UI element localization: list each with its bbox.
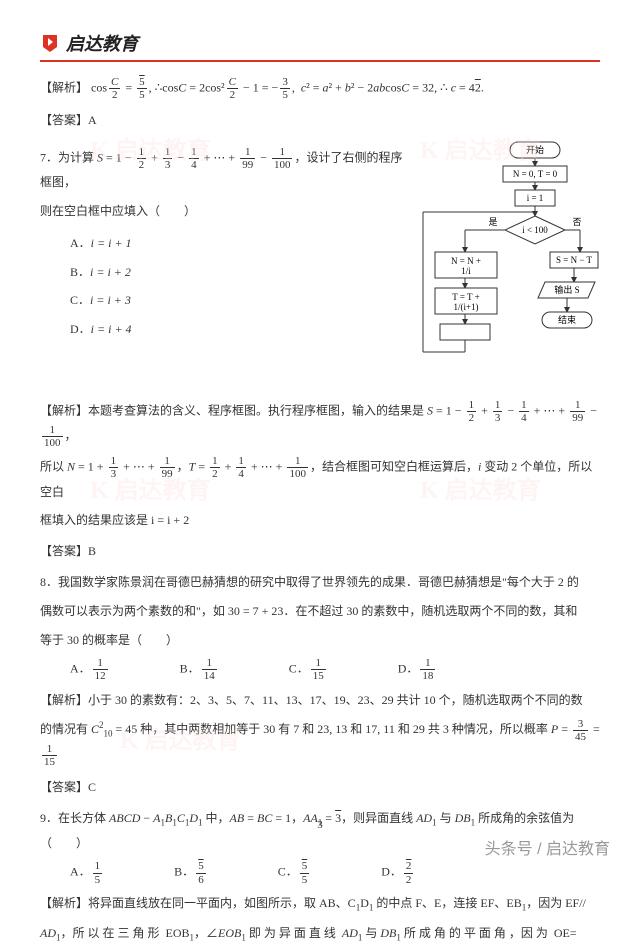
q8-answer: 【答案】C	[40, 776, 600, 799]
svg-text:i = 1: i = 1	[527, 193, 544, 203]
q7-stem: 7．为计算 S = 1 − 12 + 13 − 14 + ⋯ + 199 − 1…	[40, 146, 405, 194]
q-number: 8．	[40, 575, 58, 589]
q9-analysis-1: 【解析】将异面直线放在同一平面内，如图所示，取 AB、C1D1 的中点 F、E，…	[40, 892, 600, 916]
svg-text:输出 S: 输出 S	[554, 284, 579, 295]
analysis-label: 【解析】	[40, 693, 88, 707]
q8-analysis-1: 【解析】小于 30 的素数有：2、3、5、7、11、13、17、19、23、29…	[40, 689, 600, 712]
q9-choices: A．15 B．56 C．55 D．22	[70, 860, 600, 885]
choice-b: B．56	[174, 860, 208, 885]
q7-stem2: 则在空白框中应填入（ ）	[40, 200, 405, 223]
choice-a: A．i = i + 1	[70, 229, 405, 258]
q8-analysis-2: 的情况有 C210 = 45 种，其中两数相加等于 30 有 7 和 23, 1…	[40, 717, 600, 768]
svg-text:否: 否	[572, 217, 581, 227]
svg-text:T = T +: T = T +	[452, 292, 479, 302]
q-number: 7．	[40, 150, 58, 164]
logo-icon	[40, 33, 60, 53]
q8-stem2: 偶数可以表示为两个素数的和"，如 30 = 7 + 23．在不超过 30 的素数…	[40, 600, 600, 623]
footer-credit: 头条号 / 启达教育	[485, 835, 610, 859]
choice-b: B．i = i + 2	[70, 258, 405, 287]
svg-text:N = 0, T = 0: N = 0, T = 0	[513, 169, 558, 179]
q8-choices: A．112 B．114 C．115 D．118	[70, 657, 600, 682]
choice-a: A．112	[70, 657, 110, 682]
q8-stem1: 8．我国数学家陈景润在哥德巴赫猜想的研究中取得了世界领先的成果．哥德巴赫猜想是"…	[40, 571, 600, 594]
page-number: 3	[317, 819, 323, 831]
flowchart: 开始 N = 0, T = 0 i = 1 i < 100 是 否 N = N …	[415, 140, 600, 393]
brand-name: 启达教育	[66, 30, 138, 56]
choice-d: D．i = i + 4	[70, 315, 405, 344]
svg-text:是: 是	[488, 217, 497, 227]
choice-c: C．115	[289, 657, 328, 682]
q7-analysis-2: 所以 N = 1 + 13 + ⋯ + 199，T = 12 + 14 + ⋯ …	[40, 455, 600, 503]
q7-answer: 【答案】B	[40, 540, 600, 563]
choice-c: C．55	[278, 860, 312, 885]
q7-choices: A．i = i + 1 B．i = i + 2 C．i = i + 3 D．i …	[70, 229, 405, 344]
svg-text:1/i: 1/i	[461, 266, 471, 276]
analysis-label: 【解析】	[40, 896, 88, 910]
svg-text:i < 100: i < 100	[522, 225, 548, 235]
svg-text:结束: 结束	[558, 314, 576, 325]
svg-text:S = N − T: S = N − T	[556, 255, 592, 265]
choice-d: D．22	[381, 860, 415, 885]
choice-a: A．15	[70, 860, 104, 885]
choice-d: D．118	[398, 657, 438, 682]
choice-c: C．i = i + 3	[70, 286, 405, 315]
q7-analysis-3: 框填入的结果应该是 i = i + 2	[40, 509, 600, 532]
q6-answer: 【答案】A	[40, 109, 600, 132]
svg-text:1/(i+1): 1/(i+1)	[453, 302, 478, 312]
analysis-label: 【解析】	[40, 403, 88, 417]
q7-analysis-1: 【解析】本题考查算法的含义、程序框图。执行程序框图，输入的结果是 S = 1 −…	[40, 399, 600, 449]
q9-analysis-2: AD1，所 以 在 三 角 形 EOB1，∠EOB1 即 为 异 面 直 线 A…	[40, 922, 600, 946]
q6-analysis: 【解析】 cosC2 = 55, ∴cosC = 2cos²C2 − 1 = −…	[40, 76, 600, 101]
page-header: 启达教育	[40, 30, 600, 62]
q7-block: 7．为计算 S = 1 − 12 + 13 − 14 + ⋯ + 199 − 1…	[40, 140, 600, 393]
q8-stem3: 等于 30 的概率是（ ）	[40, 629, 600, 652]
analysis-label: 【解析】	[40, 80, 88, 94]
choice-b: B．114	[180, 657, 219, 682]
svg-text:开始: 开始	[526, 144, 544, 155]
q-number: 9．	[40, 811, 58, 825]
svg-text:N = N +: N = N +	[451, 256, 481, 266]
